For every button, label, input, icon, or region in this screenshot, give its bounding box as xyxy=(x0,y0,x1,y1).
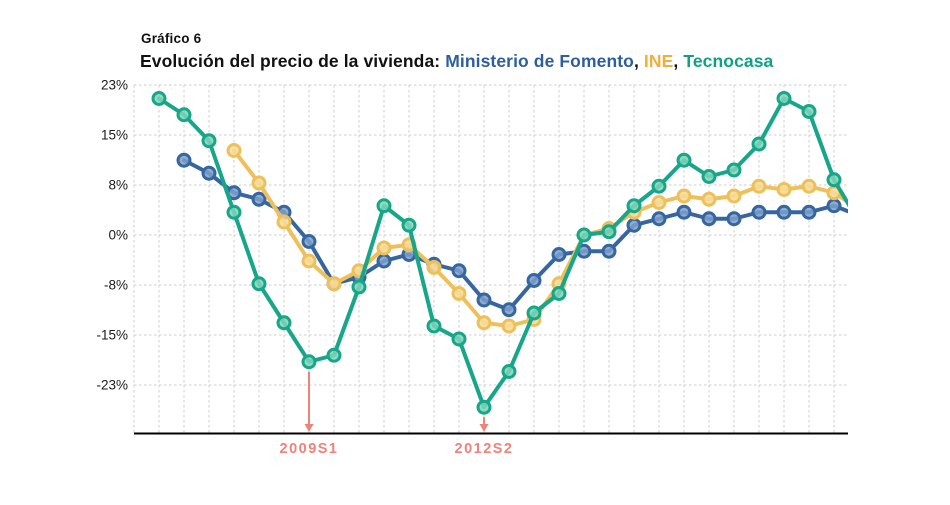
data-point xyxy=(601,224,617,240)
data-point xyxy=(501,364,517,379)
data-point xyxy=(376,240,392,256)
data-point xyxy=(751,136,767,152)
data-point xyxy=(801,178,817,194)
data-point xyxy=(476,292,492,308)
data-point xyxy=(726,211,742,227)
data-point xyxy=(176,152,192,168)
data-point xyxy=(826,172,842,188)
data-point xyxy=(301,354,317,370)
data-point xyxy=(451,331,467,347)
data-point xyxy=(451,286,467,301)
data-point xyxy=(826,198,842,214)
data-point xyxy=(151,91,167,106)
data-point xyxy=(226,143,242,158)
chart-title: Evolución del precio de la vivienda: Min… xyxy=(140,51,773,72)
series-line xyxy=(182,158,848,312)
data-point xyxy=(201,165,217,181)
data-point xyxy=(326,347,342,363)
data-point xyxy=(376,253,392,269)
data-point xyxy=(401,217,417,233)
data-point xyxy=(476,315,492,331)
data-point xyxy=(351,279,367,295)
data-point xyxy=(801,104,817,119)
data-point xyxy=(276,315,292,331)
y-axis-tick-label: -23% xyxy=(96,378,128,393)
data-point xyxy=(726,188,742,204)
data-point xyxy=(726,162,742,178)
data-point xyxy=(476,399,492,415)
annotation-label: 2012S2 xyxy=(455,441,514,457)
annotation-arrow-head xyxy=(479,424,489,432)
data-point xyxy=(551,286,567,301)
y-axis-tick-label: 15% xyxy=(101,128,128,143)
data-point xyxy=(651,178,667,194)
series-line xyxy=(232,148,848,328)
data-point xyxy=(251,175,267,191)
data-point xyxy=(601,243,617,259)
data-point xyxy=(301,253,317,269)
title-separator: , xyxy=(673,51,684,71)
data-point xyxy=(326,276,342,292)
data-point xyxy=(701,191,717,207)
data-point xyxy=(651,195,667,210)
annotation-label: 2009S1 xyxy=(280,441,339,457)
data-point xyxy=(776,91,792,106)
data-point xyxy=(676,152,692,168)
title-separator: , xyxy=(633,51,644,71)
data-point xyxy=(226,204,242,220)
data-point xyxy=(251,191,267,207)
y-axis-tick-label: 23% xyxy=(101,77,128,92)
data-point xyxy=(201,133,217,149)
series-tecnocasa xyxy=(151,91,848,415)
data-point xyxy=(626,217,642,233)
data-point xyxy=(501,302,517,318)
data-point xyxy=(276,214,292,230)
y-axis-tick-label: 8% xyxy=(108,178,128,193)
y-axis-tick-label: 0% xyxy=(108,228,128,243)
grid xyxy=(133,84,848,433)
data-point xyxy=(626,198,642,214)
data-point xyxy=(701,169,717,184)
annotation-2012S2: 2012S2 xyxy=(455,417,514,457)
data-point xyxy=(551,247,567,262)
data-point xyxy=(501,318,517,334)
data-point xyxy=(701,211,717,227)
data-point xyxy=(426,260,442,275)
data-point xyxy=(576,227,592,243)
data-point xyxy=(651,211,667,227)
title-prefix: Evolución del precio de la vivienda: xyxy=(140,51,446,71)
legend-name-tecnocasa: Tecnocasa xyxy=(683,51,774,71)
y-axis-tick-label: -15% xyxy=(96,327,128,342)
data-point xyxy=(251,276,267,292)
annotation-2009S1: 2009S1 xyxy=(280,371,339,457)
data-point xyxy=(526,273,542,288)
legend-name-ine: INE xyxy=(643,51,674,71)
data-point xyxy=(776,204,792,220)
data-point xyxy=(751,178,767,194)
data-point xyxy=(676,188,692,204)
data-point xyxy=(801,204,817,220)
data-point xyxy=(526,305,542,321)
data-point xyxy=(451,263,467,279)
data-point xyxy=(176,107,192,123)
data-point xyxy=(376,198,392,214)
legend-name-fomento: Ministerio de Fomento xyxy=(445,51,634,71)
chart-kicker: Gráfico 6 xyxy=(141,31,202,46)
data-point xyxy=(751,204,767,220)
data-point xyxy=(301,234,317,249)
y-axis-tick-label: -8% xyxy=(104,277,128,292)
annotation-arrow-head xyxy=(304,424,314,432)
data-point xyxy=(776,182,792,197)
data-point xyxy=(426,318,442,334)
data-point xyxy=(676,204,692,220)
